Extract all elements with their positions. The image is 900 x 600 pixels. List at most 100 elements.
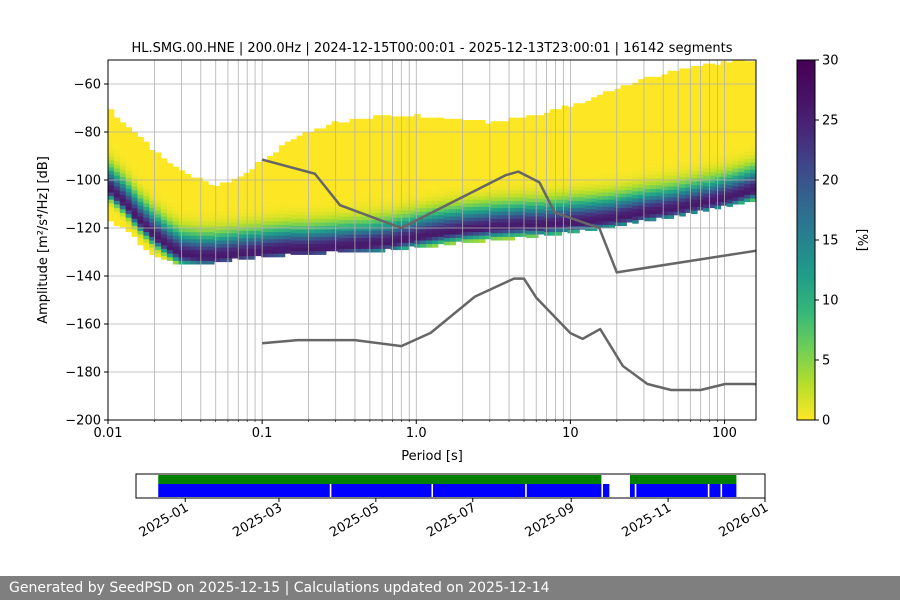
heatmap-cell [461,181,468,186]
heatmap-cell [585,162,592,167]
heatmap-cell [549,127,557,132]
heatmap-cell [655,206,663,211]
heatmap-cell [172,170,180,175]
heatmap-cell [367,219,374,224]
heatmap-cell [673,193,680,198]
heatmap-cell [172,256,180,261]
heatmap-cell [172,181,180,186]
heatmap-cell [579,157,586,162]
heatmap-cell [526,216,533,221]
heatmap-cell [514,153,521,158]
heatmap-cell [331,189,339,194]
heatmap-cell [296,171,303,176]
heatmap-cell [526,190,533,195]
heatmap-cell [596,138,604,143]
heatmap-cell [532,226,539,231]
heatmap-cell [267,217,274,222]
heatmap-cell [673,121,680,126]
heatmap-cell [261,170,268,175]
heatmap-column [214,186,221,263]
heatmap-cell [373,205,380,210]
heatmap-cell [685,118,692,123]
heatmap-cell [490,121,498,126]
heatmap-cell [349,201,356,206]
heatmap-cell [708,103,716,108]
heatmap-cell [361,187,368,192]
heatmap-cell [231,229,239,234]
heatmap-cell [585,183,592,188]
heatmap-cell [320,207,327,212]
heatmap-cell [461,159,468,164]
heatmap-cell [573,135,580,140]
heatmap-cell [225,250,233,255]
heatmap-cell [172,184,180,189]
timeline-tick-label: 2025-01 [137,500,192,540]
heatmap-cell [367,230,374,235]
heatmap-cell [426,186,433,191]
heatmap-cell [626,121,633,126]
heatmap-cell [337,198,345,203]
heatmap-cell [591,187,598,192]
heatmap-cell [337,180,345,185]
heatmap-cell [738,110,745,115]
heatmap-cell [373,136,380,141]
heatmap-column [561,105,568,233]
heatmap-cell [308,218,315,223]
heatmap-cell [214,250,221,255]
heatmap-cell [708,135,716,140]
heatmap-cell [384,162,392,167]
heatmap-cell [337,158,345,163]
heatmap-cell [390,199,398,204]
heatmap-cell [667,175,675,180]
heatmap-cell [131,139,138,144]
heatmap-cell [726,62,733,67]
heatmap-cell [596,188,604,193]
heatmap-cell [644,195,651,200]
heatmap-cell [155,159,162,164]
heatmap-cell [685,90,692,95]
heatmap-cell [125,224,133,229]
heatmap-cell [526,144,533,149]
heatmap-cell [131,142,138,147]
heatmap-cell [349,190,356,195]
heatmap-cell [131,214,138,219]
heatmap-cell [420,153,427,158]
heatmap-cell [373,144,380,149]
heatmap-cell [420,178,427,183]
heatmap-cell [638,165,645,170]
heatmap-cell [726,202,733,207]
heatmap-cell [461,148,468,153]
heatmap-cell [490,124,498,129]
heatmap-cell [673,196,680,201]
heatmap-cell [520,153,527,158]
heatmap-cell [355,183,362,188]
heatmap-cell [485,141,492,146]
heatmap-cell [125,145,133,150]
heatmap-cell [373,244,380,249]
heatmap-cell [202,206,209,211]
heatmap-cell [726,98,733,103]
heatmap-cell [355,194,362,199]
heatmap-cell [119,201,127,206]
heatmap-cell [461,184,468,189]
heatmap-cell [638,205,645,210]
heatmap-cell [396,166,404,171]
heatmap-cell [302,175,309,180]
heatmap-cell [249,180,256,185]
heatmap-cell [679,201,686,206]
heatmap-cell [614,200,622,205]
heatmap-column [267,156,274,258]
heatmap-cell [155,152,162,157]
heatmap-cell [485,123,492,128]
heatmap-cell [726,84,733,89]
heatmap-cell [108,195,115,200]
heatmap-cell [325,218,333,223]
heatmap-cell [278,231,286,236]
heatmap-cell [744,86,751,91]
heatmap-cell [738,92,745,97]
heatmap-cell [632,205,639,210]
heatmap-cell [585,190,592,195]
heatmap-cell [155,181,162,186]
heatmap-cell [667,132,675,137]
heatmap-cell [649,123,657,128]
